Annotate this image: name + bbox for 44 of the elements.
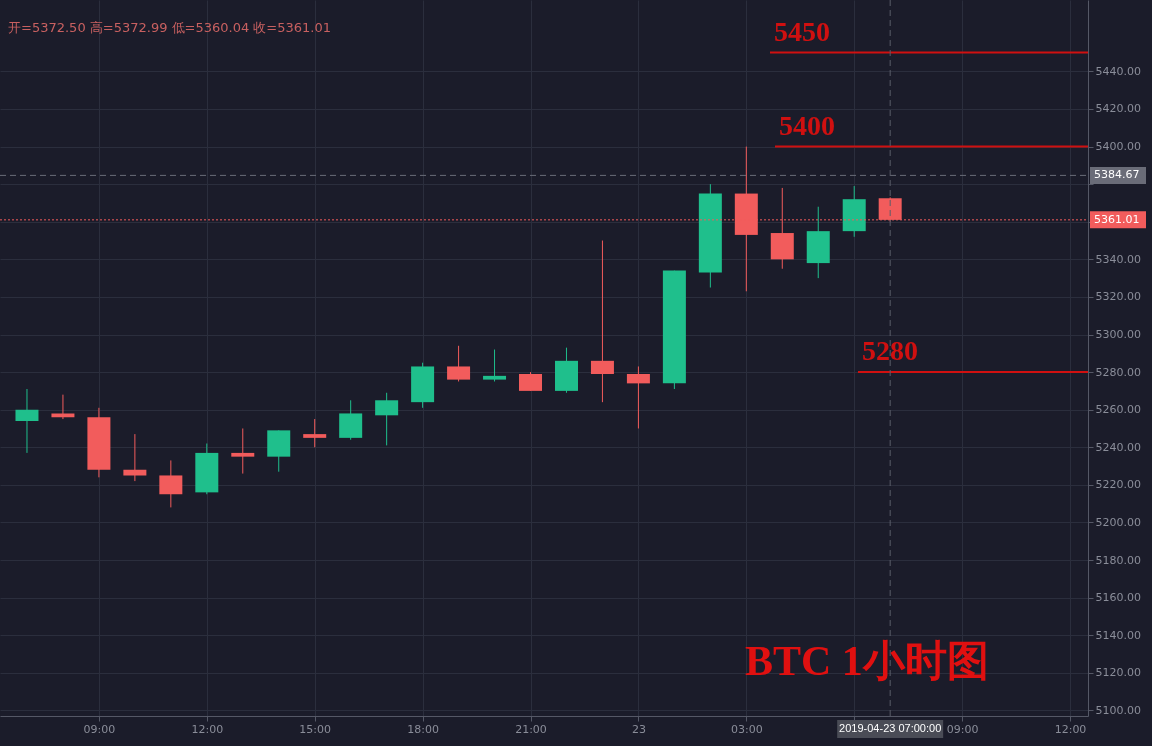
candlestick xyxy=(447,345,471,382)
x-tick-label: 18:00 xyxy=(407,722,439,736)
ref-line-label: 5450 xyxy=(774,15,830,47)
x-tick-label: 12:00 xyxy=(191,722,224,736)
y-tick-label: 5240.00 xyxy=(1095,440,1141,454)
y-tick-label: 5260.00 xyxy=(1095,403,1141,417)
candlestick xyxy=(590,240,614,403)
x-tick-label: 09:00 xyxy=(83,722,116,736)
annotation: 开=5372.50 高=5372.99 低=5360.04 收=5361.01 xyxy=(8,20,332,35)
y-tick-label: 5140.00 xyxy=(1095,628,1141,642)
ref-line-label: 5280 xyxy=(862,335,918,367)
candlestick xyxy=(159,459,183,508)
y-tick-label: 5280.00 xyxy=(1095,365,1141,379)
x-tick-label: 15:00 xyxy=(299,722,332,736)
candlestick xyxy=(51,394,75,420)
y-tick-label: 5200.00 xyxy=(1095,515,1141,529)
x-tick-label: 21:00 xyxy=(515,722,547,736)
x-tick-label: 23 xyxy=(631,722,646,736)
y-tick-label: 5300.00 xyxy=(1095,328,1141,342)
ref-line-label: 5400 xyxy=(779,109,835,141)
y-tick-label: 5400.00 xyxy=(1095,140,1141,154)
x-tick-label: 03:00 xyxy=(730,722,763,736)
y-tick-label: 5340.00 xyxy=(1095,252,1141,266)
x-tick-label: 09:00 xyxy=(946,722,979,736)
candlestick xyxy=(626,365,650,429)
candlestick xyxy=(375,392,399,446)
x-tick-label: 12:00 xyxy=(1054,722,1087,736)
ref-line-label: 5384.67 xyxy=(1094,168,1140,182)
ref-line-label: 2019-04-23 07:00:00 xyxy=(839,722,942,734)
y-tick-label: 5100.00 xyxy=(1095,703,1141,717)
candlestick xyxy=(483,349,507,382)
candlestick xyxy=(231,427,255,475)
ref-line-label: 5361.01 xyxy=(1094,212,1140,226)
y-tick-label: 5120.00 xyxy=(1095,666,1141,680)
candlestick xyxy=(15,388,39,454)
y-tick-label: 5180.00 xyxy=(1095,553,1141,567)
annotation: BTC 1小时图 xyxy=(745,638,989,684)
y-tick-label: 5160.00 xyxy=(1095,591,1141,605)
candlestick xyxy=(303,418,327,448)
candlestick xyxy=(519,371,543,392)
y-tick-label: 5420.00 xyxy=(1095,102,1141,116)
y-tick-label: 5320.00 xyxy=(1095,290,1141,304)
y-tick-label: 5440.00 xyxy=(1095,64,1141,78)
y-tick-label: 5220.00 xyxy=(1095,478,1141,492)
